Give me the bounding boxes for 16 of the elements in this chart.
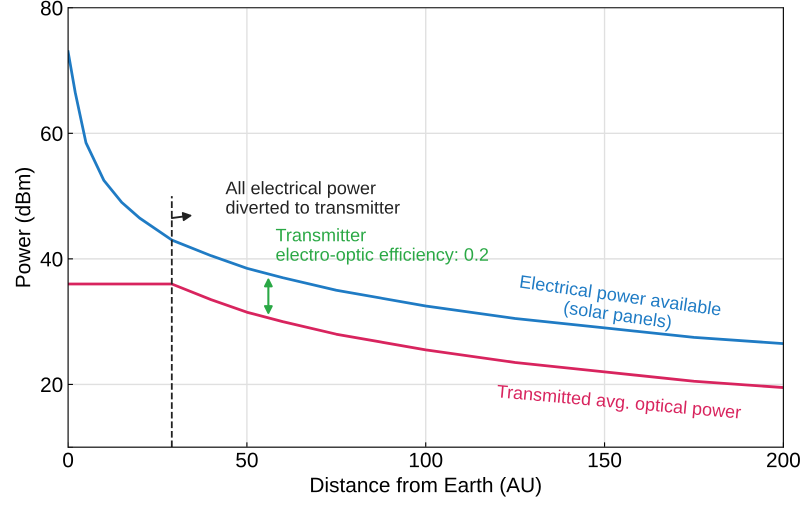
y-tick-label: 20 bbox=[41, 377, 62, 392]
y-tick-label: 80 bbox=[40, 0, 62, 16]
line-series bbox=[68, 50, 784, 346]
y-tick-label: 40 bbox=[40, 252, 62, 267]
y-tick-label: 60 bbox=[41, 126, 62, 142]
x-tick-label: 200 bbox=[767, 452, 800, 468]
text: Electrical power available (solar panels) bbox=[520, 274, 722, 332]
series-label: Transmitted avg. optical power bbox=[496, 384, 742, 422]
x-tick-label: 150 bbox=[588, 452, 622, 468]
x-tick-label: 0 bbox=[63, 452, 74, 468]
x-tick-label: 100 bbox=[410, 452, 442, 468]
x-axis-title: Distance from Earth (AU) bbox=[311, 477, 541, 496]
x-tick-label: 50 bbox=[236, 452, 258, 468]
y-axis-title: Power (dBm) bbox=[15, 168, 34, 287]
annotation: All electrical power diverted to transmitter bbox=[225, 181, 400, 214]
annotation: Transmitter electro-optic efficiency: 0.2 bbox=[276, 228, 488, 264]
